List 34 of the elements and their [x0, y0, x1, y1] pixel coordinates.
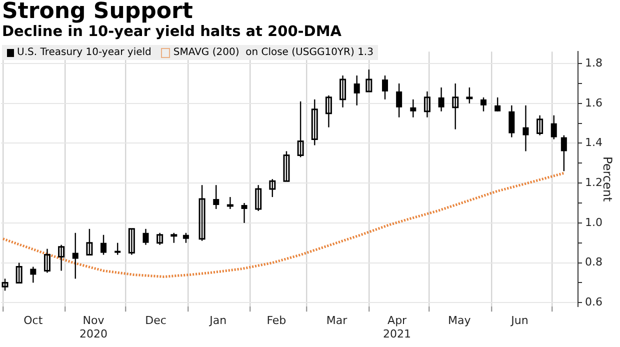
y-tick-label: 1.0: [585, 216, 602, 229]
x-tick-label: Jun: [510, 314, 528, 328]
y-axis-title: Percent: [600, 156, 615, 202]
x-tick-label: Dec: [145, 314, 166, 328]
chart-subtitle: Decline in 10-year yield halts at 200-DMA: [2, 24, 342, 41]
chart-title: Strong Support: [2, 0, 193, 24]
y-tick-label: 1.2: [585, 176, 602, 189]
x-tick-label: Jan: [208, 314, 227, 328]
x-tick-label: Nov 2020: [79, 314, 108, 340]
candlestick: [255, 185, 262, 211]
candlestick: [340, 76, 346, 108]
x-tick-label: Apr 2021: [383, 314, 412, 340]
candlestick: [58, 244, 65, 271]
y-tick-label: 1.6: [585, 96, 602, 110]
x-tick-label: Mar: [326, 314, 348, 328]
line-series: [2, 172, 566, 278]
candlestick: [522, 105, 529, 152]
legend-label: U.S. Treasury 10-year yield: [17, 47, 152, 58]
y-tick-label: 0.8: [585, 256, 602, 269]
x-tick-label: Oct: [24, 314, 44, 328]
candlestick: [226, 197, 234, 209]
candlestick: [325, 95, 332, 128]
candlestick: [424, 91, 430, 118]
y-tick-label: 1.4: [585, 136, 602, 150]
candlestick: [536, 115, 544, 136]
y-tick-label: 1.8: [585, 56, 602, 70]
candlestick: [241, 203, 248, 223]
candlestick: [128, 228, 135, 255]
candlestick: [44, 248, 50, 273]
x-tick-label: Feb: [266, 314, 286, 328]
candlestick: [156, 232, 164, 245]
y-tick-label: 0.6: [585, 295, 602, 308]
x-tick-label: May: [448, 314, 472, 328]
legend-label: SMAVG (200) on Close (USGG10YR) 1.3: [173, 47, 374, 58]
